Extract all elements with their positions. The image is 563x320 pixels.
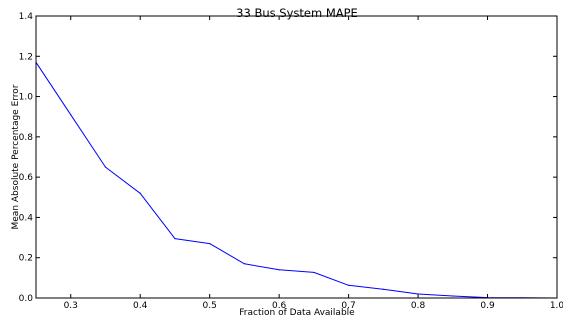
x-tick-label: 0.5 [203, 301, 217, 311]
x-tick-label: 0.8 [411, 301, 426, 311]
y-tick-label: 0.4 [19, 213, 34, 223]
y-tick-label: 1.2 [19, 52, 33, 62]
data-point [139, 192, 141, 194]
ticks-layer: 0.3 0.4 0.5 0.6 0.7 0.8 0.9 1.0 0.0 0.2 0.4 0.6 0.8 1… [19, 12, 563, 311]
y-tick-label: 0.0 [19, 294, 34, 304]
x-tick-label: 1.0 [550, 301, 563, 311]
y-tick-label: 1.0 [19, 93, 34, 103]
plot-frame [35, 15, 558, 299]
x-tick-label: 0.7 [341, 301, 355, 311]
y-tick-label: 1.4 [19, 12, 34, 22]
data-point [417, 293, 419, 295]
data-point [452, 295, 454, 297]
y-tick-label: 0.2 [19, 254, 33, 264]
x-axis-label: Fraction of Data Available [239, 308, 355, 318]
x-tick-label: 0.9 [480, 301, 495, 311]
y-tick-label: 0.8 [19, 133, 34, 143]
x-tick-label: 0.3 [64, 301, 78, 311]
data-point [174, 237, 176, 240]
series-layer [35, 61, 558, 299]
data-point [209, 243, 211, 245]
data-point [243, 263, 245, 265]
data-point [382, 288, 384, 290]
data-point [70, 114, 72, 116]
data-point [348, 284, 350, 286]
y-tick-label: 0.6 [19, 173, 34, 183]
series-line [35, 62, 558, 299]
data-point [313, 271, 315, 274]
data-point [278, 269, 280, 271]
x-tick-label: 0.4 [133, 301, 148, 311]
data-point [104, 166, 107, 168]
x-tick-label: 0.6 [272, 301, 287, 311]
chart-title: 33 Bus System MAPE [236, 6, 358, 20]
y-axis-label: Mean Absolute Percentage Error [11, 84, 21, 229]
